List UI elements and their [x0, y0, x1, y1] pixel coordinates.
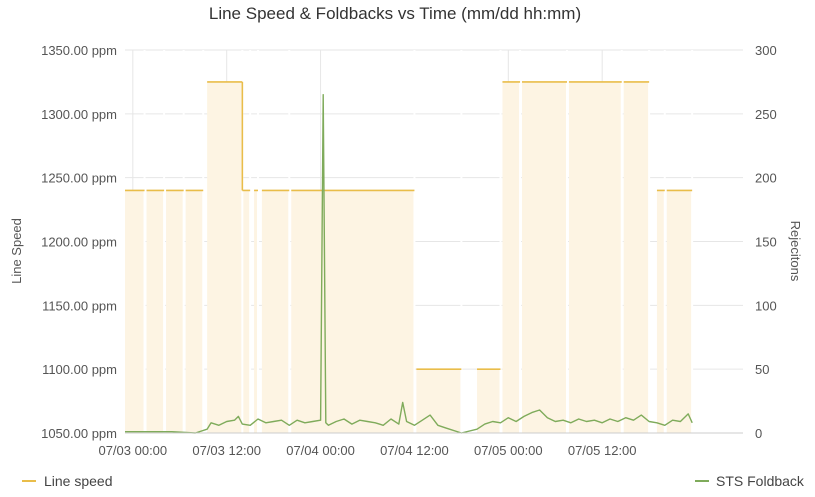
line-speed-fill-block — [242, 190, 251, 433]
x-axis: 07/03 00:00 07/03 12:00 07/04 00:00 07/04 1… — [98, 432, 743, 458]
line-speed-fill-block — [522, 81, 567, 434]
line-speed-fill-block — [166, 190, 184, 433]
x-tick-label: 07/05 00:00 — [474, 443, 543, 458]
line-speed-fill-block — [656, 190, 665, 433]
y-left-tick-label: 1250.00 ppm — [41, 171, 117, 186]
y-right-tick-label: 300 — [755, 43, 777, 58]
y-left-tick-label: 1050.00 ppm — [41, 426, 117, 441]
line-speed-fill-block — [207, 81, 243, 434]
sts-foldback-line — [125, 94, 693, 434]
line-speed-fill-block — [477, 369, 501, 433]
chart-title: Line Speed & Foldbacks vs Time (mm/dd hh… — [209, 4, 581, 23]
line-speed-fill-block — [254, 190, 258, 433]
y-right-tick-label: 50 — [755, 362, 769, 377]
y-left-tick-label: 1200.00 ppm — [41, 235, 117, 250]
y-left-axis-label: Line Speed — [9, 218, 24, 284]
line-speed-fill-block — [666, 190, 693, 433]
line-speed-fill-block — [291, 190, 415, 433]
x-tick-label: 07/03 00:00 — [98, 443, 167, 458]
y-left-tick-label: 1300.00 ppm — [41, 107, 117, 122]
x-tick-label: 07/03 12:00 — [192, 443, 261, 458]
line-speed-fill-block — [568, 81, 622, 434]
y-left-tick-label: 1150.00 ppm — [42, 298, 117, 313]
line-speed-series — [125, 81, 693, 370]
line-speed-fill-block — [146, 190, 165, 433]
legend-item-sts-foldback[interactable]: STS Foldback — [695, 473, 805, 489]
line-speed-fill-block — [185, 190, 204, 433]
legend-item-line-speed[interactable]: Line speed — [22, 473, 113, 489]
y-left-tick-label: 1350.00 ppm — [41, 43, 117, 58]
line-speed-fill-block — [416, 369, 462, 433]
y-right-tick-label: 0 — [755, 426, 762, 441]
y-right-tick-label: 250 — [755, 107, 777, 122]
line-speed-fill-block — [623, 81, 650, 434]
x-tick-label: 07/04 12:00 — [380, 443, 449, 458]
line-speed-fill-block — [125, 190, 145, 433]
line-speed-fill-area — [125, 50, 694, 434]
x-tick-label: 07/04 00:00 — [286, 443, 355, 458]
y-right-tick-label: 150 — [755, 235, 777, 250]
y-left-tick-label: 1100.00 ppm — [42, 362, 117, 377]
legend: Line speed STS Foldback — [22, 473, 805, 489]
sts-foldback-series — [125, 94, 693, 434]
y-right-tick-label: 100 — [755, 298, 777, 313]
legend-label-sts-foldback: STS Foldback — [716, 473, 805, 489]
y-right-tick-label: 200 — [755, 171, 777, 186]
legend-label-line-speed: Line speed — [44, 473, 113, 489]
y-right-axis: 0 50 100 150 200 250 300 — [755, 43, 777, 441]
line-speed-fill-block — [502, 81, 521, 434]
y-left-axis: 1050.00 ppm 1100.00 ppm 1150.00 ppm 1200.00… — [41, 43, 117, 441]
y-right-axis-label: Rejecitons — [788, 221, 803, 282]
x-tick-label: 07/05 12:00 — [568, 443, 637, 458]
line-speed-fill-block — [261, 190, 290, 433]
